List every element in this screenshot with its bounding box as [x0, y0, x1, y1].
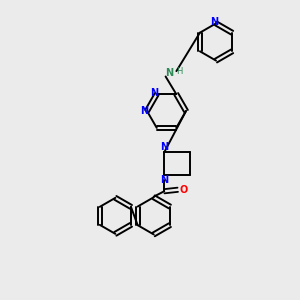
- Text: N: N: [150, 88, 158, 98]
- Text: N: N: [140, 106, 148, 116]
- Text: H: H: [176, 68, 183, 76]
- Text: N: N: [210, 17, 219, 27]
- Text: N: N: [160, 175, 168, 185]
- Text: O: O: [180, 185, 188, 195]
- Text: N: N: [165, 68, 173, 79]
- Text: N: N: [160, 142, 168, 152]
